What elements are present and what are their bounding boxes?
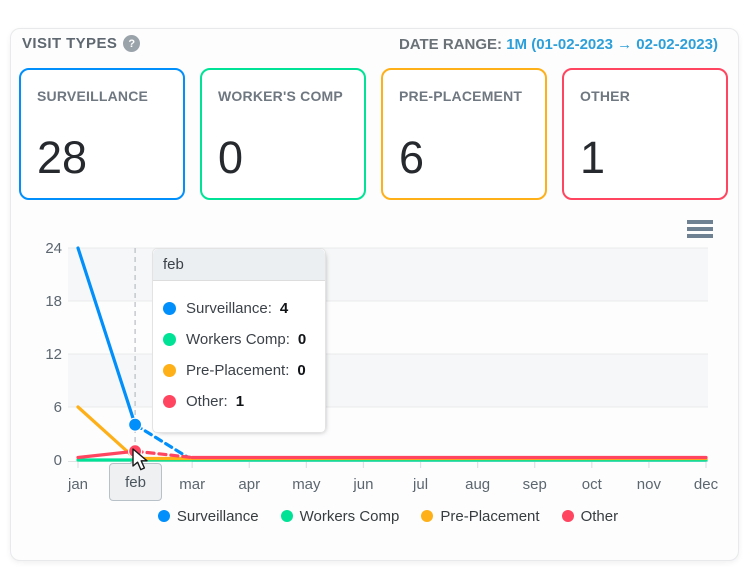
x-axis-label: nov: [637, 476, 662, 493]
x-axis-label: dec: [694, 476, 719, 493]
legend-item-other[interactable]: Other: [561, 508, 618, 525]
help-icon[interactable]: ?: [123, 35, 141, 52]
chart-tooltip: feb Surveillance: 4 Workers Comp: 0 Pre-…: [152, 248, 326, 433]
y-axis-label: 24: [45, 240, 62, 257]
x-axis-label: aug: [465, 476, 490, 493]
series-line-other[interactable]: [133, 449, 194, 460]
card-label: SURVEILLANCE: [37, 88, 149, 104]
card-surveillance: SURVEILLANCE 28: [19, 68, 185, 200]
card-label: PRE-PLACEMENT: [399, 88, 523, 104]
legend-dot-icon: [280, 510, 293, 522]
series-dot-icon: [163, 364, 176, 377]
series-dot-icon: [163, 395, 176, 408]
page-title: VISIT TYPES: [22, 35, 118, 52]
x-axis-label: may: [292, 476, 321, 493]
card-pre-placement: PRE-PLACEMENT 6: [381, 68, 547, 200]
hover-marker-surveillance[interactable]: [127, 417, 143, 432]
legend-dot-icon: [561, 510, 574, 522]
summary-cards: SURVEILLANCE 28 WORKER'S COMP 0 PRE-PLAC…: [19, 68, 728, 200]
x-axis-label: sep: [523, 476, 547, 493]
y-axis-label: 0: [54, 452, 62, 469]
x-axis-label: apr: [238, 476, 260, 493]
chart-menu-icon[interactable]: [687, 220, 713, 241]
y-axis-label: 6: [54, 399, 62, 416]
legend-item-surveillance[interactable]: Surveillance: [157, 508, 259, 525]
date-range-label: DATE RANGE:: [398, 36, 503, 53]
y-axis-label: 12: [45, 346, 62, 363]
x-axis-label: jun: [352, 476, 373, 493]
x-axis-label: mar: [179, 476, 205, 493]
card-value: 6: [399, 132, 425, 183]
card-label: WORKER'S COMP: [218, 88, 343, 104]
legend-dot-icon: [421, 510, 434, 522]
tooltip-row-surveillance: Surveillance: 4: [153, 300, 325, 317]
series-line-surveillance[interactable]: [76, 246, 137, 427]
card-value: 28: [37, 132, 88, 183]
panel-header: VISIT TYPES ?: [22, 35, 141, 52]
card-value: 1: [580, 132, 606, 183]
date-range[interactable]: DATE RANGE: 1M (01-02-2023 → 02-02-2023): [399, 36, 718, 53]
card-value: 0: [218, 132, 244, 183]
tooltip-row-pre-placement: Pre-Placement: 0: [153, 362, 325, 379]
x-axis-label: jan: [67, 476, 88, 493]
mouse-cursor-icon: [131, 448, 153, 477]
legend-item-workers-comp[interactable]: Workers Comp: [280, 508, 399, 525]
tooltip-body: Surveillance: 4 Workers Comp: 0 Pre-Plac…: [153, 281, 325, 432]
x-axis-label: oct: [582, 476, 603, 493]
legend-item-pre-placement[interactable]: Pre-Placement: [421, 508, 540, 525]
date-range-value: 1M (01-02-2023 → 02-02-2023): [506, 36, 718, 53]
tooltip-row-workers-comp: Workers Comp: 0: [153, 331, 325, 348]
tooltip-title: feb: [153, 249, 325, 281]
series-line-surveillance[interactable]: [133, 423, 194, 462]
x-axis-label: jul: [412, 476, 428, 493]
tooltip-row-other: Other: 1: [153, 393, 325, 410]
chart-legend: Surveillance Workers Comp Pre-Placement …: [68, 503, 708, 529]
card-label: OTHER: [580, 88, 630, 104]
card-workers-comp: WORKER'S COMP 0: [200, 68, 366, 200]
card-other: OTHER 1: [562, 68, 728, 200]
series-dot-icon: [163, 302, 176, 315]
legend-dot-icon: [157, 510, 170, 522]
y-axis-label: 18: [45, 293, 62, 310]
series-line-other[interactable]: [76, 449, 137, 460]
series-dot-icon: [163, 333, 176, 346]
